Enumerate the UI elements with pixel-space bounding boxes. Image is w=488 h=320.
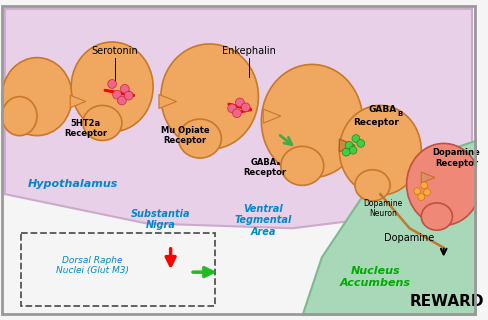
Polygon shape [70,95,85,108]
Ellipse shape [161,44,258,149]
Text: Mu Opiate
Receptor: Mu Opiate Receptor [161,126,209,145]
Circle shape [345,141,352,149]
Text: Ventral
Tegmental
Area: Ventral Tegmental Area [234,204,291,237]
Polygon shape [339,139,354,152]
Polygon shape [159,94,176,108]
Ellipse shape [339,105,420,195]
Ellipse shape [2,97,37,136]
Text: Receptor: Receptor [353,118,399,127]
Circle shape [124,91,133,100]
Ellipse shape [83,105,122,140]
Circle shape [235,98,244,107]
Text: B: B [397,111,402,117]
Text: Nucleus
Accumbens: Nucleus Accumbens [339,266,410,288]
Circle shape [117,96,126,105]
PathPatch shape [5,9,471,228]
Ellipse shape [2,58,72,136]
Ellipse shape [71,42,153,132]
Circle shape [342,148,349,156]
Ellipse shape [420,203,451,230]
Text: REWARD: REWARD [408,294,483,309]
Circle shape [423,189,429,196]
Circle shape [232,109,241,117]
Text: Hypothalamus: Hypothalamus [27,180,118,189]
Polygon shape [263,109,280,123]
Text: Dopamine
Neuron: Dopamine Neuron [363,199,402,219]
Circle shape [417,194,424,200]
Circle shape [413,188,420,195]
Ellipse shape [354,170,389,201]
Circle shape [107,80,116,88]
Text: Dorsal Raphe
Nuclei (Glut M3): Dorsal Raphe Nuclei (Glut M3) [56,256,129,275]
Circle shape [356,140,364,147]
Circle shape [227,104,236,113]
PathPatch shape [302,140,476,316]
Circle shape [241,103,249,112]
Circle shape [351,135,359,142]
Text: Dopamine: Dopamine [384,233,434,243]
Text: GABA: GABA [368,105,396,114]
Ellipse shape [261,64,362,178]
Ellipse shape [280,146,323,185]
Circle shape [348,146,356,154]
Circle shape [120,84,129,93]
Text: Substantia
Nigra: Substantia Nigra [131,209,190,230]
Ellipse shape [178,119,221,158]
Text: Serotonin: Serotonin [92,46,138,56]
Text: Dopamine
Receptor: Dopamine Receptor [431,148,479,168]
Polygon shape [420,172,434,183]
Text: Enkephalin: Enkephalin [221,46,275,56]
Ellipse shape [406,143,480,225]
Circle shape [112,90,121,99]
Text: 5HT2a
Receptor: 5HT2a Receptor [64,119,107,139]
Circle shape [420,182,427,189]
Text: GABAₐ
Receptor: GABAₐ Receptor [243,158,286,178]
Polygon shape [339,139,354,152]
